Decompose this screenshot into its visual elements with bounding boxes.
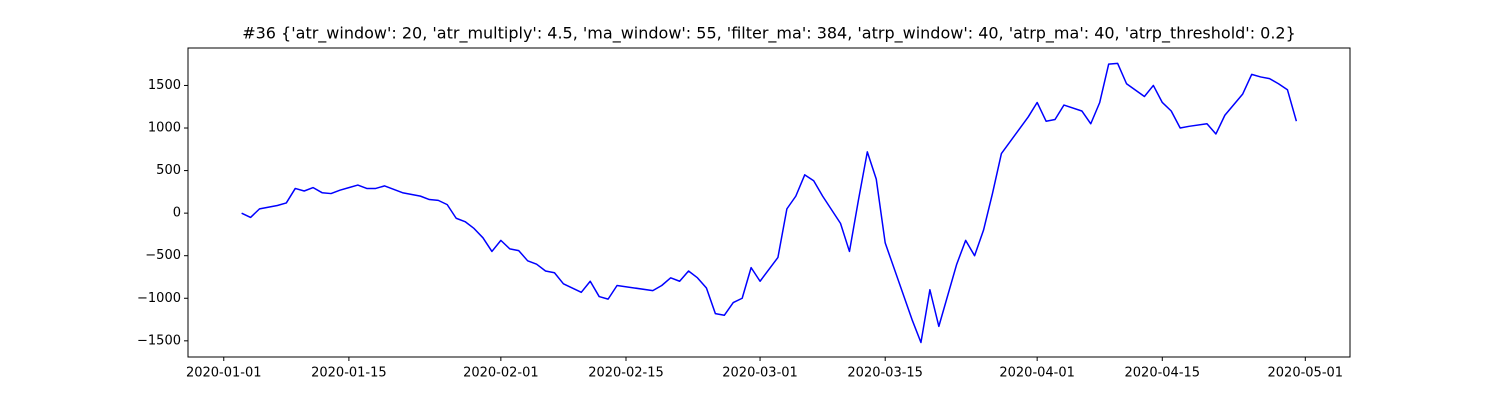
x-tick-label: 2020-04-01 — [999, 366, 1075, 381]
x-tick-label: 2020-02-01 — [463, 366, 539, 381]
y-tick-label: 500 — [156, 163, 181, 178]
y-tick-label: −1500 — [137, 333, 181, 348]
x-tick-label: 2020-04-15 — [1125, 366, 1201, 381]
x-tick-label: 2020-03-01 — [722, 366, 798, 381]
x-tick-label: 2020-01-15 — [311, 366, 387, 381]
x-tick-label: 2020-05-01 — [1268, 366, 1344, 381]
y-tick-label: 0 — [173, 206, 181, 221]
y-tick-label: 1000 — [148, 121, 181, 136]
y-tick-label: −1000 — [137, 291, 181, 306]
plot-frame — [187, 47, 1351, 358]
y-tick-label: 1500 — [148, 78, 181, 93]
x-tick-label: 2020-01-01 — [186, 366, 262, 381]
x-tick-label: 2020-02-15 — [588, 366, 664, 381]
line-series — [241, 62, 1298, 344]
x-tick-label: 2020-03-15 — [847, 366, 923, 381]
y-tick-label: −500 — [145, 248, 181, 263]
chart-title: #36 {'atr_window': 20, 'atr_multiply': 4… — [242, 24, 1296, 44]
